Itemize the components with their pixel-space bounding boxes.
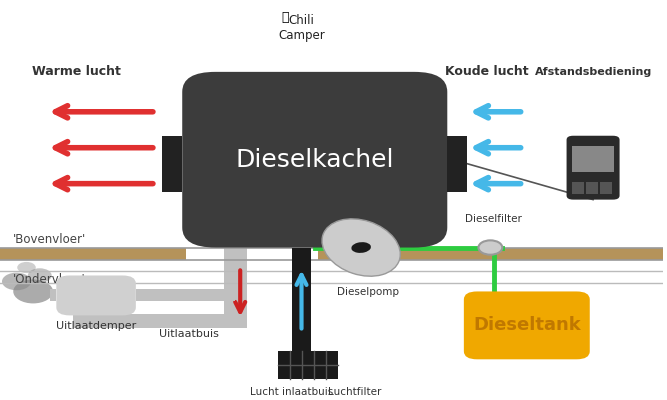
Circle shape xyxy=(2,273,31,290)
Text: Luchtfilter: Luchtfilter xyxy=(328,387,382,397)
Bar xyxy=(600,182,612,194)
Text: Lucht inlaatbuis: Lucht inlaatbuis xyxy=(250,387,334,397)
FancyBboxPatch shape xyxy=(56,276,136,315)
Circle shape xyxy=(13,280,53,304)
FancyBboxPatch shape xyxy=(566,136,620,200)
Bar xyxy=(278,351,338,379)
FancyBboxPatch shape xyxy=(182,72,448,248)
Bar xyxy=(162,136,182,192)
Circle shape xyxy=(28,268,51,283)
Bar xyxy=(0,248,185,260)
Text: Dieselkachel: Dieselkachel xyxy=(235,148,394,172)
Bar xyxy=(223,248,247,327)
Circle shape xyxy=(478,240,502,255)
Text: Koude lucht: Koude lucht xyxy=(446,65,529,78)
Text: 'Bovenvloer': 'Bovenvloer' xyxy=(13,233,87,246)
Bar xyxy=(73,314,247,328)
Bar xyxy=(291,248,311,351)
Bar xyxy=(448,136,467,192)
Bar xyxy=(586,182,598,194)
Ellipse shape xyxy=(322,219,400,276)
Text: Dieseltank: Dieseltank xyxy=(473,316,581,334)
Bar xyxy=(136,290,235,302)
Ellipse shape xyxy=(352,242,371,253)
Bar xyxy=(572,146,614,172)
Bar xyxy=(318,248,662,260)
Bar xyxy=(50,290,56,302)
Text: 'Ondervloer': 'Ondervloer' xyxy=(13,273,86,286)
Text: Chili
Camper: Chili Camper xyxy=(278,14,325,42)
FancyBboxPatch shape xyxy=(464,292,590,359)
Text: 🌶: 🌶 xyxy=(281,12,289,24)
Text: Uitlaatbuis: Uitlaatbuis xyxy=(159,329,219,339)
Bar xyxy=(572,182,584,194)
Text: Uitlaatdemper: Uitlaatdemper xyxy=(56,321,136,331)
Text: Afstandsbediening: Afstandsbediening xyxy=(534,67,652,77)
Circle shape xyxy=(17,262,36,273)
Text: Dieselfilter: Dieselfilter xyxy=(466,214,522,224)
Text: Warme lucht: Warme lucht xyxy=(32,65,121,78)
Text: Dieselpomp: Dieselpomp xyxy=(337,288,399,298)
